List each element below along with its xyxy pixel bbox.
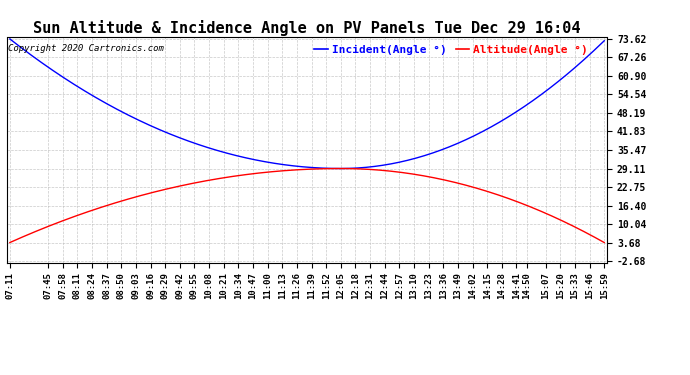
Title: Sun Altitude & Incidence Angle on PV Panels Tue Dec 29 16:04: Sun Altitude & Incidence Angle on PV Pan…	[33, 20, 581, 36]
Legend: Incident(Angle °), Altitude(Angle °): Incident(Angle °), Altitude(Angle °)	[310, 41, 593, 60]
Text: Copyright 2020 Cartronics.com: Copyright 2020 Cartronics.com	[8, 44, 164, 53]
